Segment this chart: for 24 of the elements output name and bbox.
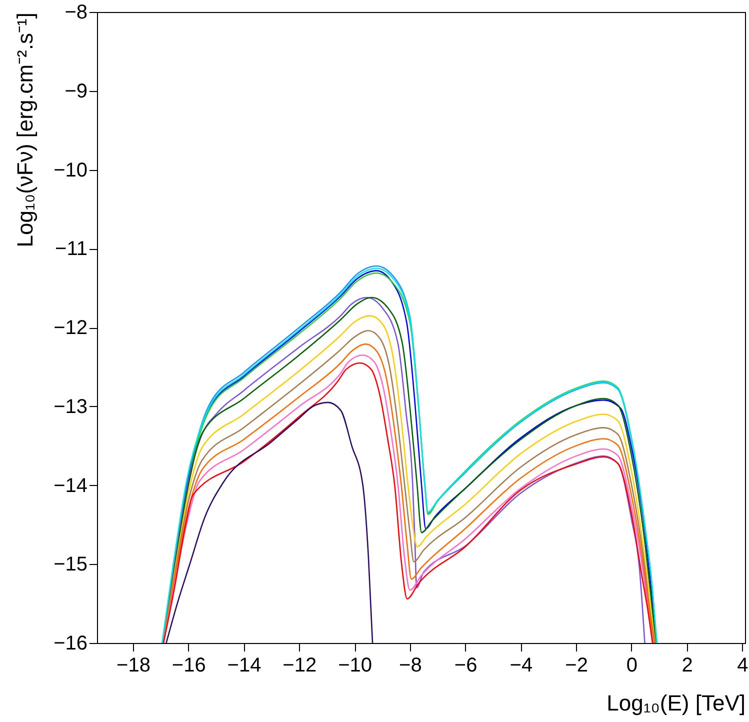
- y-tick-label: −9: [64, 80, 88, 102]
- y-tick-label: −12: [54, 317, 88, 339]
- line-series: [166, 402, 374, 643]
- x-axis-title: Log₁₀(E) [TeV]: [606, 690, 746, 716]
- x-tick-label: −4: [510, 654, 533, 676]
- y-tick-label: −14: [54, 474, 88, 497]
- x-tick-label: −8: [399, 654, 422, 676]
- x-tick-label: −16: [172, 654, 206, 676]
- x-tick-label: −10: [338, 654, 372, 676]
- x-tick-label: 0: [626, 654, 638, 676]
- x-tick-label: 4: [737, 654, 748, 676]
- x-tick-label: −12: [282, 654, 317, 676]
- x-tick-label: 2: [682, 654, 693, 676]
- x-tick-label: −6: [454, 654, 478, 676]
- y-tick-label: −13: [54, 396, 88, 418]
- x-tick-label: −18: [116, 654, 150, 676]
- y-tick-label: −10: [54, 159, 88, 182]
- y-tick-label: −16: [54, 632, 88, 654]
- x-tick-label: −14: [227, 654, 262, 676]
- x-tick-label: −2: [565, 654, 588, 676]
- y-tick-label: −11: [55, 238, 88, 260]
- y-tick-label: −8: [64, 2, 88, 24]
- y-tick-label: −15: [54, 554, 88, 576]
- y-axis-title: Log₁₀(νFν) [erg.cm⁻².s⁻¹]: [12, 12, 38, 248]
